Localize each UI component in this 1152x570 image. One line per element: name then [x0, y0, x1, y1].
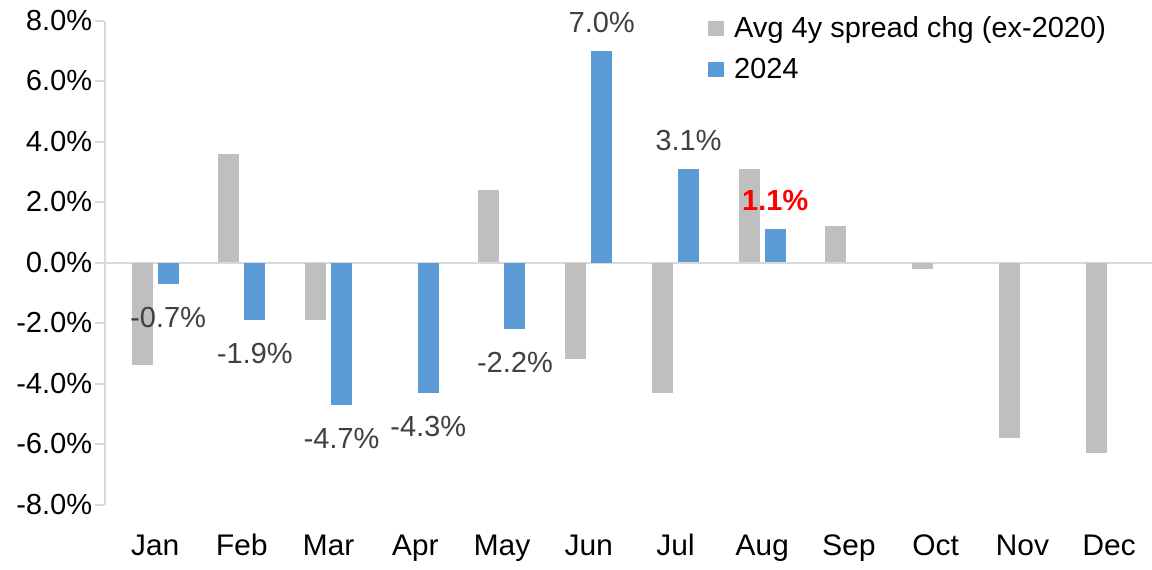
data-label-2024-jun: 7.0%	[568, 6, 635, 39]
data-label-2024-jan: -0.7%	[130, 301, 206, 334]
y-axis-tick-label: -6.0%	[16, 428, 92, 460]
y-axis-tick-label: 2.0%	[25, 186, 92, 218]
bar-2024-mar	[330, 262, 352, 405]
zero-line	[106, 261, 1152, 264]
bar-avg-jul	[651, 262, 673, 393]
y-axis-tick	[95, 503, 104, 506]
x-axis-label-apr: Apr	[391, 529, 439, 562]
bar-avg-nov	[998, 262, 1020, 438]
legend-label-2024: 2024	[734, 53, 799, 85]
y-axis-tick	[95, 201, 104, 203]
bar-avg-dec	[1085, 262, 1107, 454]
y-axis-tick-label: -8.0%	[16, 488, 92, 521]
x-axis-label-oct: Oct	[912, 529, 959, 562]
y-axis-tick-label: 0.0%	[25, 246, 92, 279]
y-axis-tick	[95, 322, 104, 324]
x-axis-label-jul: Jul	[656, 529, 695, 562]
bar-2024-may	[504, 262, 526, 330]
data-label-2024-feb: -1.9%	[216, 337, 293, 370]
bar-2024-feb	[244, 262, 266, 320]
data-label-2024-apr: -4.3%	[390, 410, 467, 443]
x-axis-label-nov: Nov	[995, 529, 1049, 562]
bar-avg-aug	[738, 168, 760, 263]
y-axis-tick	[95, 443, 104, 445]
bar-avg-may	[478, 189, 500, 263]
bar-2024-jul	[677, 168, 699, 263]
bar-2024-jun	[591, 50, 613, 263]
bar-avg-jun	[565, 262, 587, 360]
x-axis-label-may: May	[473, 529, 531, 562]
data-label-2024-aug: 1.1%	[742, 185, 809, 218]
bar-avg-oct	[912, 262, 934, 269]
legend-item-avg-4y-spread: Avg 4y spread chg (ex-2020)	[708, 12, 1106, 44]
data-label-2024-mar: -4.7%	[303, 422, 380, 455]
data-label-2024-may: -2.2%	[477, 347, 553, 380]
x-axis-label-jun: Jun	[564, 529, 613, 562]
bar-avg-sep	[825, 226, 847, 263]
legend-swatch-gray	[708, 20, 724, 36]
y-axis-tick-label: -2.0%	[16, 307, 92, 339]
x-axis-label-dec: Dec	[1082, 529, 1136, 562]
y-axis-tick	[95, 19, 104, 22]
y-axis-tick-label: 4.0%	[25, 125, 92, 158]
y-axis-tick	[95, 140, 104, 143]
x-axis-label-sep: Sep	[822, 529, 876, 562]
legend-item-2024: 2024	[708, 53, 1106, 85]
y-axis-tick	[95, 80, 104, 82]
x-axis-label-feb: Feb	[215, 529, 268, 562]
x-axis-label-mar: Mar	[302, 529, 355, 562]
y-axis-tick-label: -4.0%	[16, 367, 92, 400]
y-axis-line	[104, 20, 106, 505]
bar-2024-jan	[157, 262, 179, 284]
y-axis-tick	[95, 382, 104, 385]
bar-2024-apr	[417, 262, 439, 393]
y-axis-tick	[95, 261, 104, 264]
bar-2024-aug	[764, 229, 786, 263]
bar-avg-jan	[131, 262, 153, 366]
chart-legend: Avg 4y spread chg (ex-2020) 2024	[708, 12, 1106, 85]
bar-avg-mar	[304, 262, 326, 320]
bar-avg-feb	[218, 153, 240, 263]
legend-label-avg-4y-spread: Avg 4y spread chg (ex-2020)	[734, 12, 1106, 44]
y-axis-tick-label: 8.0%	[25, 4, 92, 37]
x-axis-label-aug: Aug	[735, 529, 789, 562]
legend-swatch-blue	[708, 61, 724, 77]
data-label-2024-jul: 3.1%	[655, 124, 722, 157]
y-axis-tick-label: 6.0%	[25, 65, 92, 97]
x-axis-label-jan: Jan	[130, 529, 180, 562]
